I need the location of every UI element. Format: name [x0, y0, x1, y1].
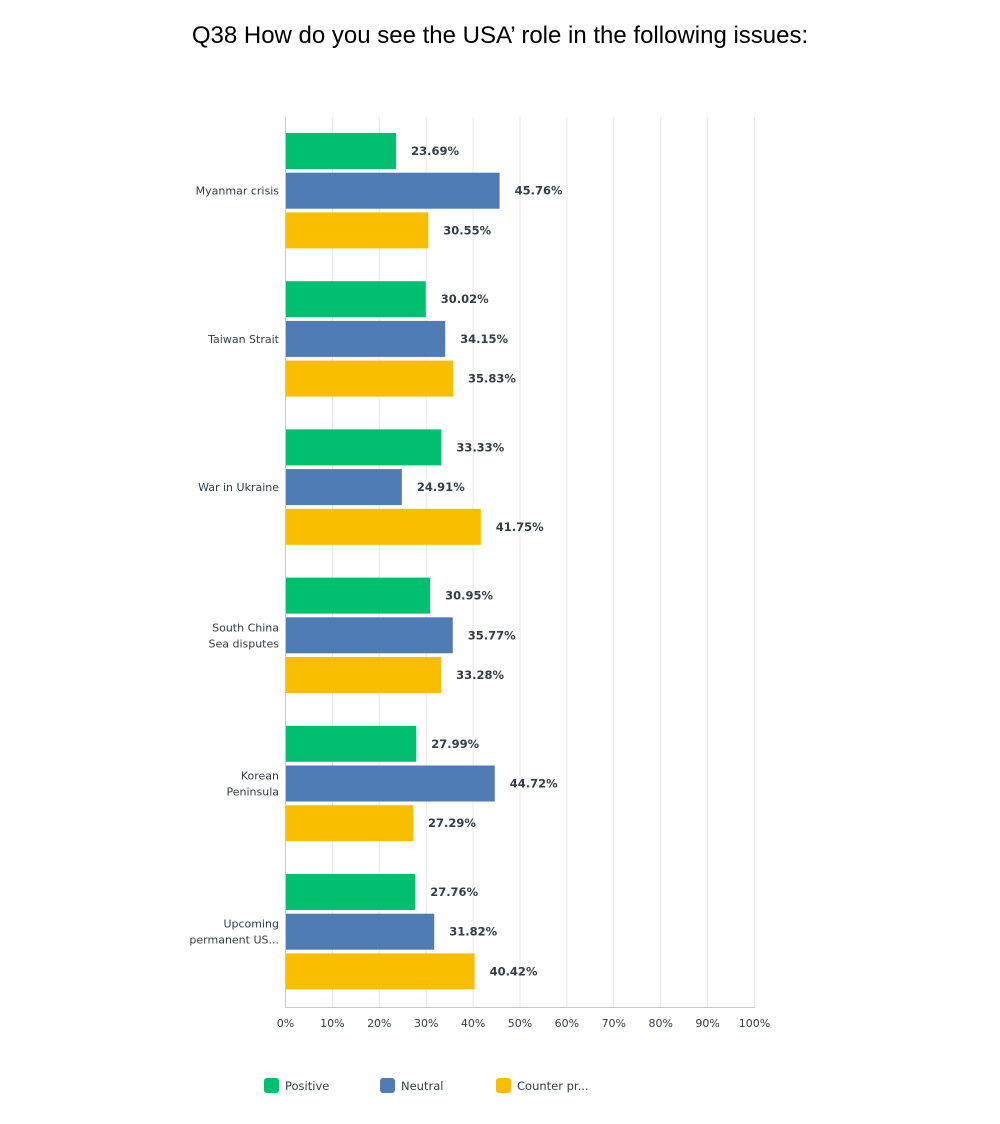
bar-counter-pr [286, 657, 442, 693]
x-tick-label: 20% [367, 1017, 391, 1030]
labels-layer: 0% 10% 20% 30% 40% 50% 60% 70% 80% 90% 100% 23.69% 4… [189, 144, 770, 1030]
data-label: 24.91% [417, 480, 465, 494]
category-label: Korean [241, 770, 279, 783]
data-label: 41.75% [496, 520, 544, 534]
category-label: War in Ukraine [198, 481, 279, 494]
legend-label: Neutral [401, 1078, 444, 1093]
data-label: 30.02% [441, 292, 489, 306]
x-tick-label: 90% [695, 1017, 719, 1030]
legend-label: Positive [285, 1078, 330, 1093]
data-label: 33.33% [456, 440, 504, 454]
data-label: 27.29% [428, 816, 476, 830]
data-label: 31.82% [449, 925, 497, 939]
data-label: 35.83% [468, 372, 516, 386]
grid-layer [285, 117, 755, 1008]
bar-neutral [286, 617, 453, 654]
x-tick-label: 70% [602, 1017, 626, 1030]
bar-neutral [286, 172, 500, 209]
bar-positive [286, 577, 431, 614]
legend: Positive Neutral Counter pr... [264, 1078, 612, 1093]
bar-neutral [286, 765, 495, 802]
x-tick-label: 60% [555, 1017, 579, 1030]
bar-counter-pr [286, 212, 429, 249]
bars-layer [286, 133, 500, 990]
data-label: 23.69% [411, 144, 459, 158]
bar-counter-pr [286, 953, 475, 990]
legend-swatch [264, 1078, 279, 1093]
legend-item: Positive [264, 1078, 380, 1093]
legend-label: Counter pr... [517, 1078, 589, 1093]
legend-item: Neutral [380, 1078, 496, 1093]
category-label: Peninsula [226, 786, 279, 799]
data-label: 40.42% [490, 964, 538, 978]
data-label: 44.72% [510, 777, 558, 791]
bar-positive [286, 281, 426, 318]
category-label: South China [212, 621, 279, 634]
category-label: Myanmar crisis [196, 185, 280, 198]
legend-swatch [380, 1078, 395, 1093]
bar-neutral [286, 469, 402, 506]
bar-positive [286, 874, 416, 910]
bar-positive [286, 725, 417, 762]
legend-item: Counter pr... [496, 1078, 612, 1093]
bar-counter-pr [286, 508, 481, 545]
data-label: 33.28% [456, 668, 504, 682]
category-label: Sea disputes [208, 637, 279, 650]
bar-neutral [286, 913, 435, 950]
x-tick-label: 50% [508, 1017, 532, 1030]
bar-counter-pr [286, 360, 454, 397]
legend-swatch [496, 1078, 511, 1093]
data-label: 30.95% [445, 589, 493, 603]
category-label: permanent US... [189, 934, 279, 947]
x-tick-label: 10% [320, 1017, 344, 1030]
bar-neutral [286, 320, 446, 357]
category-label: Upcoming [223, 918, 279, 931]
bar-counter-pr [286, 805, 413, 842]
data-label: 35.77% [468, 628, 516, 642]
data-label: 34.15% [460, 332, 508, 346]
data-label: 30.55% [443, 223, 491, 237]
category-label: Taiwan Strait [207, 333, 280, 346]
data-label: 27.99% [431, 737, 479, 751]
x-tick-label: 0% [277, 1017, 294, 1030]
x-tick-label: 40% [461, 1017, 485, 1030]
x-tick-label: 100% [739, 1017, 770, 1030]
x-tick-label: 80% [648, 1017, 672, 1030]
x-tick-label: 30% [414, 1017, 438, 1030]
bar-positive [286, 429, 442, 466]
data-label: 45.76% [515, 184, 563, 198]
data-label: 27.76% [430, 885, 478, 899]
bar-positive [286, 133, 397, 169]
chart-title: Q38 How do you see the USA’ role in the … [191, 22, 809, 49]
